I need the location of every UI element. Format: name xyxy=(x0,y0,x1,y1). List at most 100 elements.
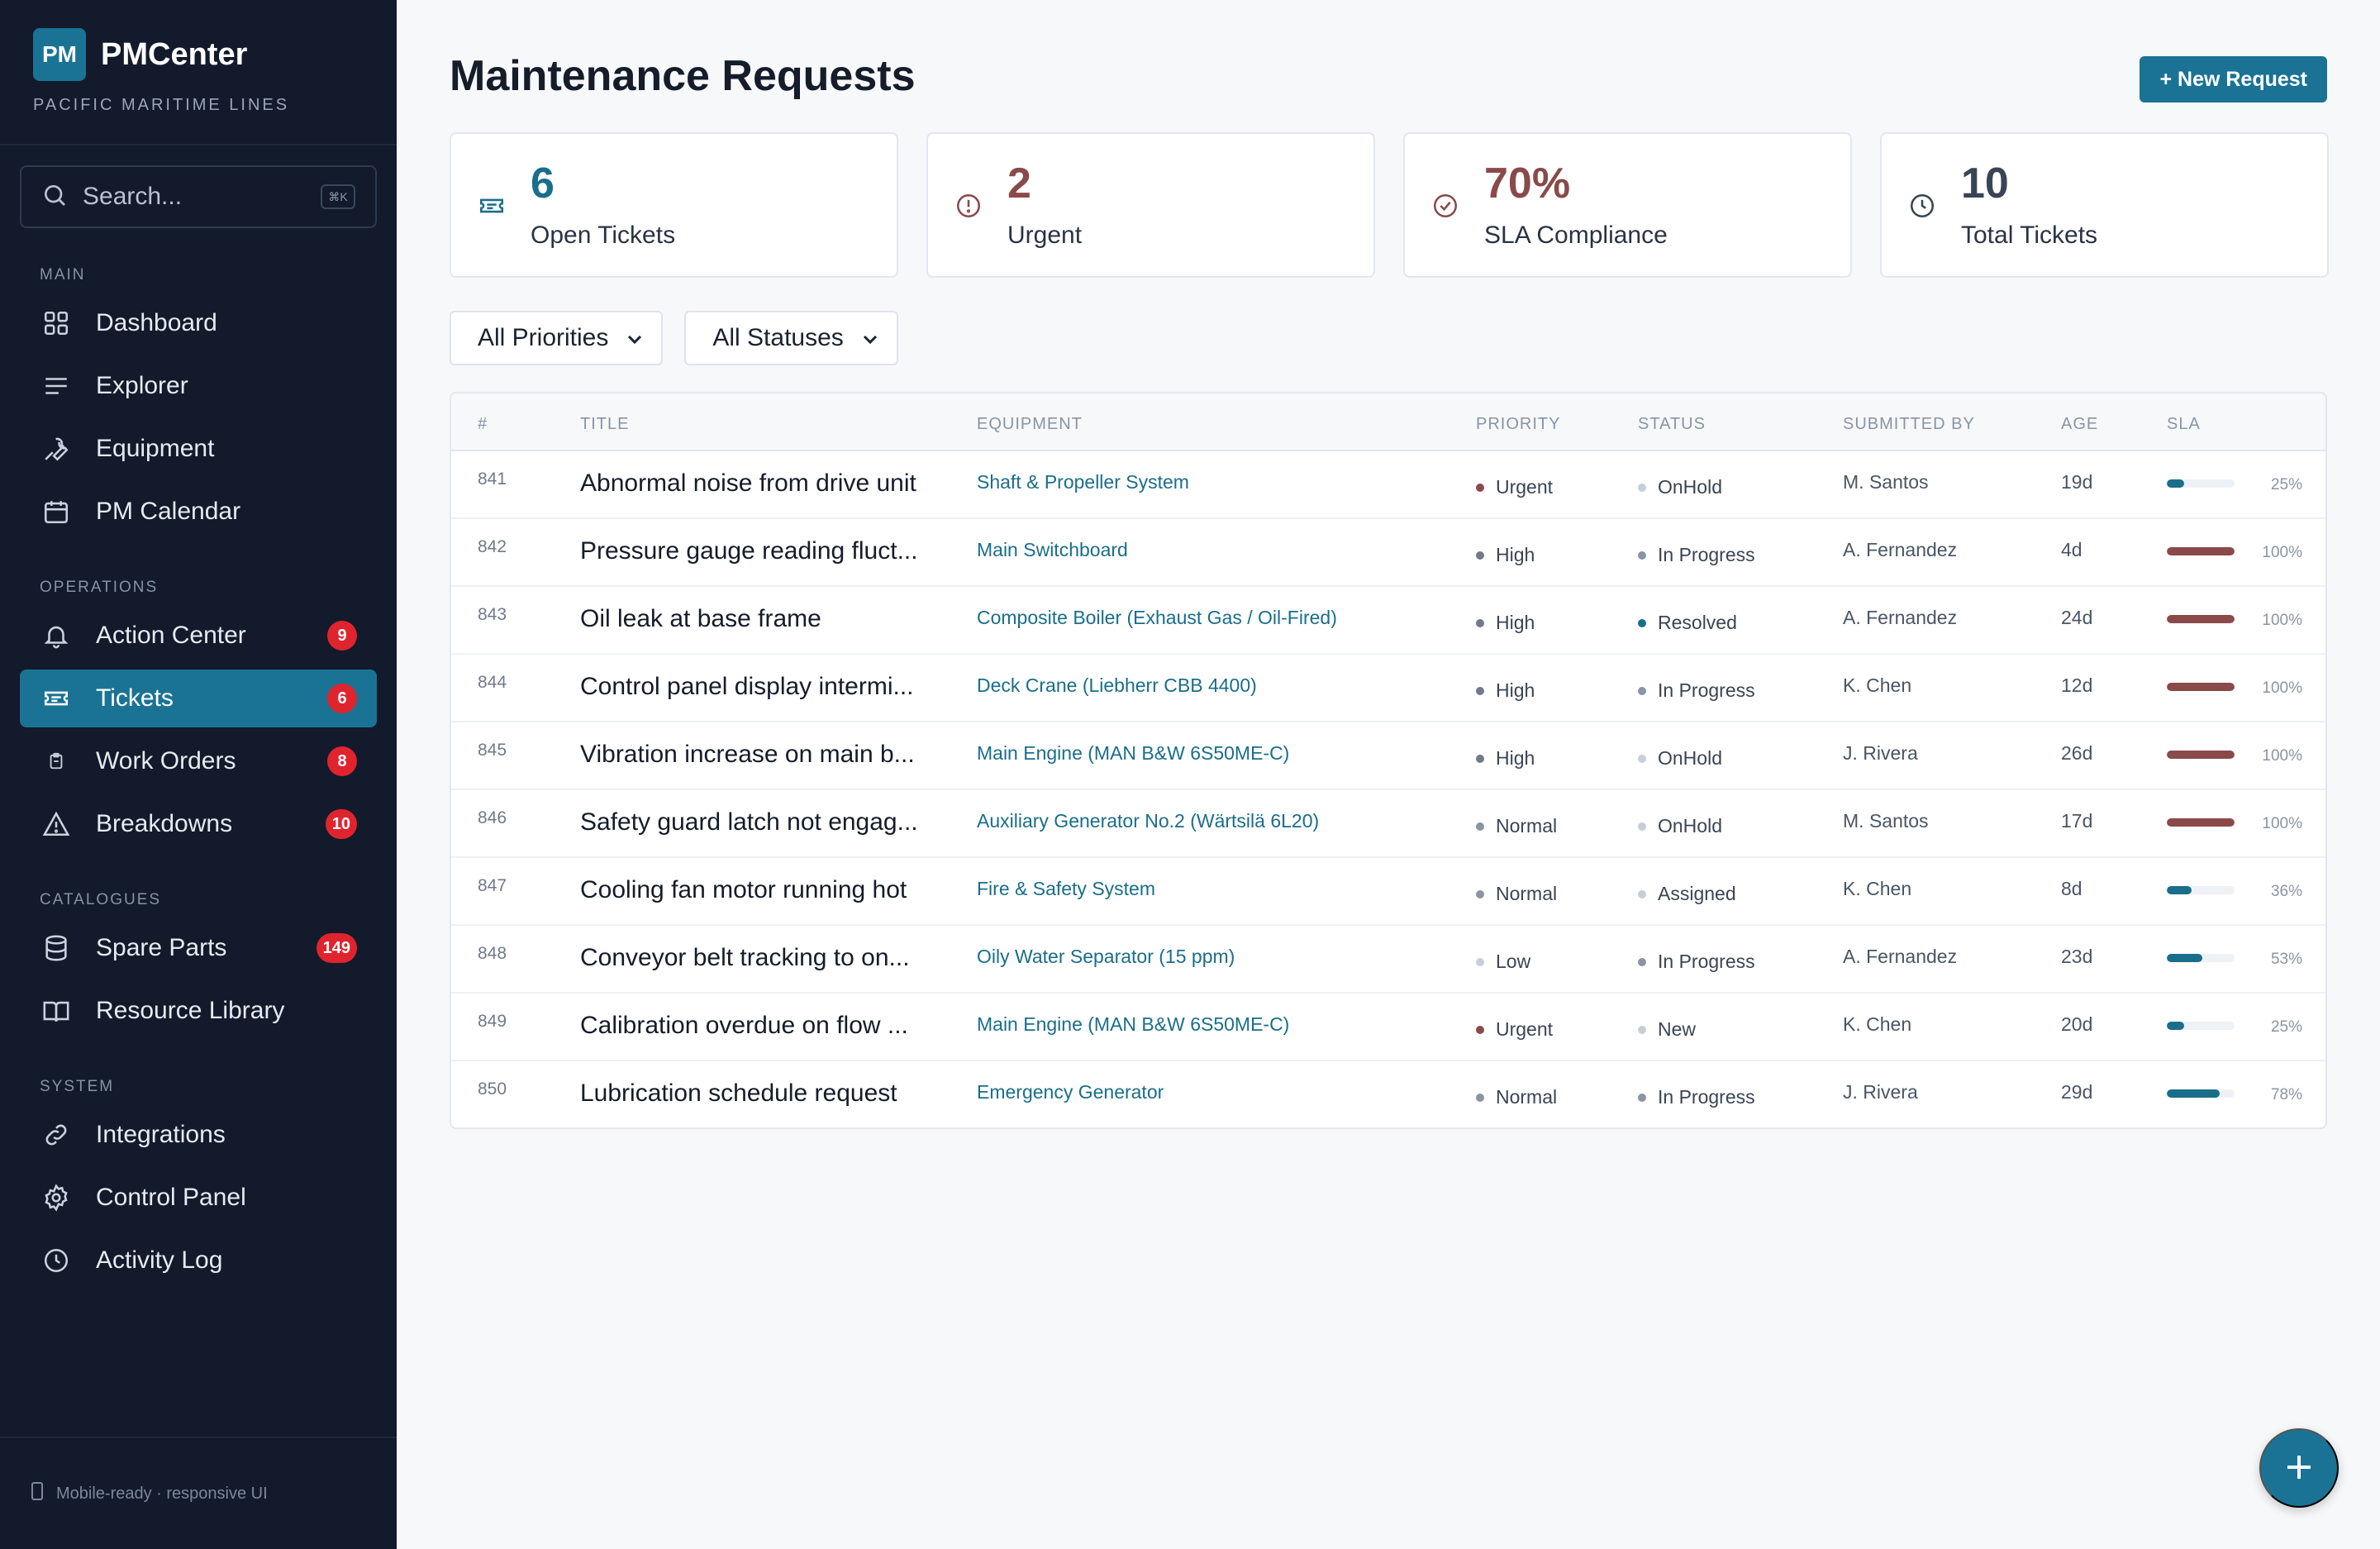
status-dot xyxy=(1638,686,1646,695)
sidebar-item-pm-calendar[interactable]: PM Calendar xyxy=(20,483,377,541)
ticket-title[interactable]: Control panel display intermi... xyxy=(580,673,914,700)
sidebar-item-breakdowns[interactable]: Breakdowns 10 xyxy=(20,795,377,853)
sidebar-nav: MAIN Dashboard Explorer Equipment PM Calenda… xyxy=(0,228,397,1289)
status-dot xyxy=(1638,822,1646,831)
stat-value: 2 xyxy=(1007,160,1031,207)
count-badge: 149 xyxy=(316,933,357,963)
table-row[interactable]: 847 Cooling fan motor running hot Fire & S… xyxy=(451,858,2325,926)
equipment-link[interactable]: Emergency Generator xyxy=(977,1081,1164,1103)
sidebar-item-tickets[interactable]: Tickets 6 xyxy=(20,670,377,727)
status-label: Resolved xyxy=(1658,612,1737,633)
ticket-id: 842 xyxy=(478,537,507,556)
ticket-title[interactable]: Conveyor belt tracking to on... xyxy=(580,944,910,971)
ticket-title[interactable]: Cooling fan motor running hot xyxy=(580,876,907,903)
priority-label: Normal xyxy=(1496,1086,1558,1108)
sidebar-item-dashboard[interactable]: Dashboard xyxy=(20,294,377,352)
sidebar-item-activity-log[interactable]: Activity Log xyxy=(20,1232,377,1289)
priority-label: High xyxy=(1496,612,1535,633)
clock-icon xyxy=(1908,192,1941,225)
nav-section-label: SYSTEM xyxy=(40,1078,115,1095)
equipment-link[interactable]: Oily Water Separator (15 ppm) xyxy=(977,946,1235,967)
sidebar-item-resource-library[interactable]: Resource Library xyxy=(20,982,377,1040)
equipment-link[interactable]: Main Engine (MAN B&W 6S50ME-C) xyxy=(977,1013,1290,1035)
priority-cell: Normal xyxy=(1476,815,1557,837)
column-header: STATUS xyxy=(1638,415,1706,433)
table-row[interactable]: 845 Vibration increase on main b... Main E… xyxy=(451,722,2325,790)
main-content: Maintenance Requests + New Request 6 Open… xyxy=(397,0,2380,1549)
column-header: SLA xyxy=(2167,415,2201,433)
add-fab-button[interactable] xyxy=(2259,1428,2339,1508)
table-row[interactable]: 844 Control panel display intermi... Deck … xyxy=(451,655,2325,722)
ticket-id: 850 xyxy=(478,1080,507,1099)
stats-cards: 6 Open Tickets 2 Urgent 70% SLA Compliance 10 T… xyxy=(450,132,2329,278)
new-request-button[interactable]: + New Request xyxy=(2140,56,2327,102)
stat-card-urgent: 2 Urgent xyxy=(926,132,1375,278)
column-header: AGE xyxy=(2061,415,2099,433)
status-label: OnHold xyxy=(1658,476,1722,498)
brand: PM PMCenter xyxy=(0,0,397,83)
chevron-down-icon xyxy=(626,324,643,352)
ticket-title[interactable]: Pressure gauge reading fluct... xyxy=(580,537,918,565)
table-row[interactable]: 849 Calibration overdue on flow ... Main E… xyxy=(451,994,2325,1061)
table-row[interactable]: 841 Abnormal noise from drive unit Shaft &… xyxy=(451,451,2325,519)
equipment-link[interactable]: Main Engine (MAN B&W 6S50ME-C) xyxy=(977,742,1290,764)
priority-filter[interactable]: All Priorities xyxy=(450,311,664,365)
table-row[interactable]: 842 Pressure gauge reading fluct... Main S… xyxy=(451,519,2325,587)
search-box[interactable]: ⌘K xyxy=(20,165,377,228)
sidebar-item-work-orders[interactable]: Work Orders 8 xyxy=(20,732,377,790)
status-cell: OnHold xyxy=(1638,476,1722,498)
sidebar-item-spare-parts[interactable]: Spare Parts 149 xyxy=(20,919,377,977)
priority-dot xyxy=(1476,686,1484,695)
sidebar-item-control-panel[interactable]: Control Panel xyxy=(20,1169,377,1227)
sla-progress-bar xyxy=(2167,683,2235,691)
priority-label: Normal xyxy=(1496,815,1558,836)
priority-label: High xyxy=(1496,544,1535,565)
sla-percent: 100% xyxy=(2262,747,2302,765)
equipment-link[interactable]: Main Switchboard xyxy=(977,539,1128,560)
equipment-link[interactable]: Composite Boiler (Exhaust Gas / Oil-Fire… xyxy=(977,607,1337,628)
table-row[interactable]: 843 Oil leak at base frame Composite Boile… xyxy=(451,587,2325,655)
sidebar-item-label: Dashboard xyxy=(96,309,217,336)
ticket-age: 26d xyxy=(2061,742,2093,764)
sla-progress-bar xyxy=(2167,818,2235,827)
status-dot xyxy=(1638,1093,1646,1102)
sla-percent: 100% xyxy=(2262,544,2302,561)
table-row[interactable]: 850 Lubrication schedule request Emergency… xyxy=(451,1061,2325,1127)
sidebar-item-action-center[interactable]: Action Center 9 xyxy=(20,607,377,665)
status-label: In Progress xyxy=(1658,1086,1755,1108)
sla-percent: 25% xyxy=(2270,1018,2302,1036)
priority-label: Low xyxy=(1496,951,1531,972)
ticket-title[interactable]: Vibration increase on main b... xyxy=(580,741,915,768)
table-row[interactable]: 848 Conveyor belt tracking to on... Oily W… xyxy=(451,926,2325,994)
ticket-title[interactable]: Calibration overdue on flow ... xyxy=(580,1012,908,1039)
status-cell: Assigned xyxy=(1638,883,1736,905)
clipboard-icon xyxy=(40,745,73,778)
table-row[interactable]: 846 Safety guard latch not engag... Auxili… xyxy=(451,790,2325,858)
sidebar-item-equipment[interactable]: Equipment xyxy=(20,420,377,478)
status-label: OnHold xyxy=(1658,815,1722,836)
sla-progress-bar xyxy=(2167,615,2235,623)
equipment-link[interactable]: Shaft & Propeller System xyxy=(977,471,1189,493)
priority-dot xyxy=(1476,754,1484,763)
tickets-table: # TITLE EQUIPMENT PRIORITY STATUS SUBMITTED B… xyxy=(450,392,2327,1129)
priority-dot xyxy=(1476,618,1484,627)
status-dot xyxy=(1638,889,1646,898)
priority-label: High xyxy=(1496,679,1535,701)
priority-cell: High xyxy=(1476,747,1535,770)
ticket-title[interactable]: Abnormal noise from drive unit xyxy=(580,469,916,497)
brand-logo[interactable]: PM xyxy=(33,28,86,81)
search-input[interactable] xyxy=(83,183,298,211)
status-filter[interactable]: All Statuses xyxy=(684,311,898,365)
equipment-link[interactable]: Deck Crane (Liebherr CBB 4400) xyxy=(977,674,1257,696)
ticket-title[interactable]: Safety guard latch not engag... xyxy=(580,808,918,836)
equipment-link[interactable]: Auxiliary Generator No.2 (Wärtsilä 6L20) xyxy=(977,810,1320,832)
link-icon xyxy=(40,1118,73,1151)
count-badge: 9 xyxy=(327,621,357,651)
ticket-title[interactable]: Oil leak at base frame xyxy=(580,605,821,632)
sidebar-item-explorer[interactable]: Explorer xyxy=(20,357,377,415)
equipment-link[interactable]: Fire & Safety System xyxy=(977,878,1156,899)
sla-percent: 25% xyxy=(2270,476,2302,493)
brand-name[interactable]: PMCenter xyxy=(101,36,248,72)
sidebar-item-integrations[interactable]: Integrations xyxy=(20,1106,377,1164)
ticket-title[interactable]: Lubrication schedule request xyxy=(580,1080,897,1107)
